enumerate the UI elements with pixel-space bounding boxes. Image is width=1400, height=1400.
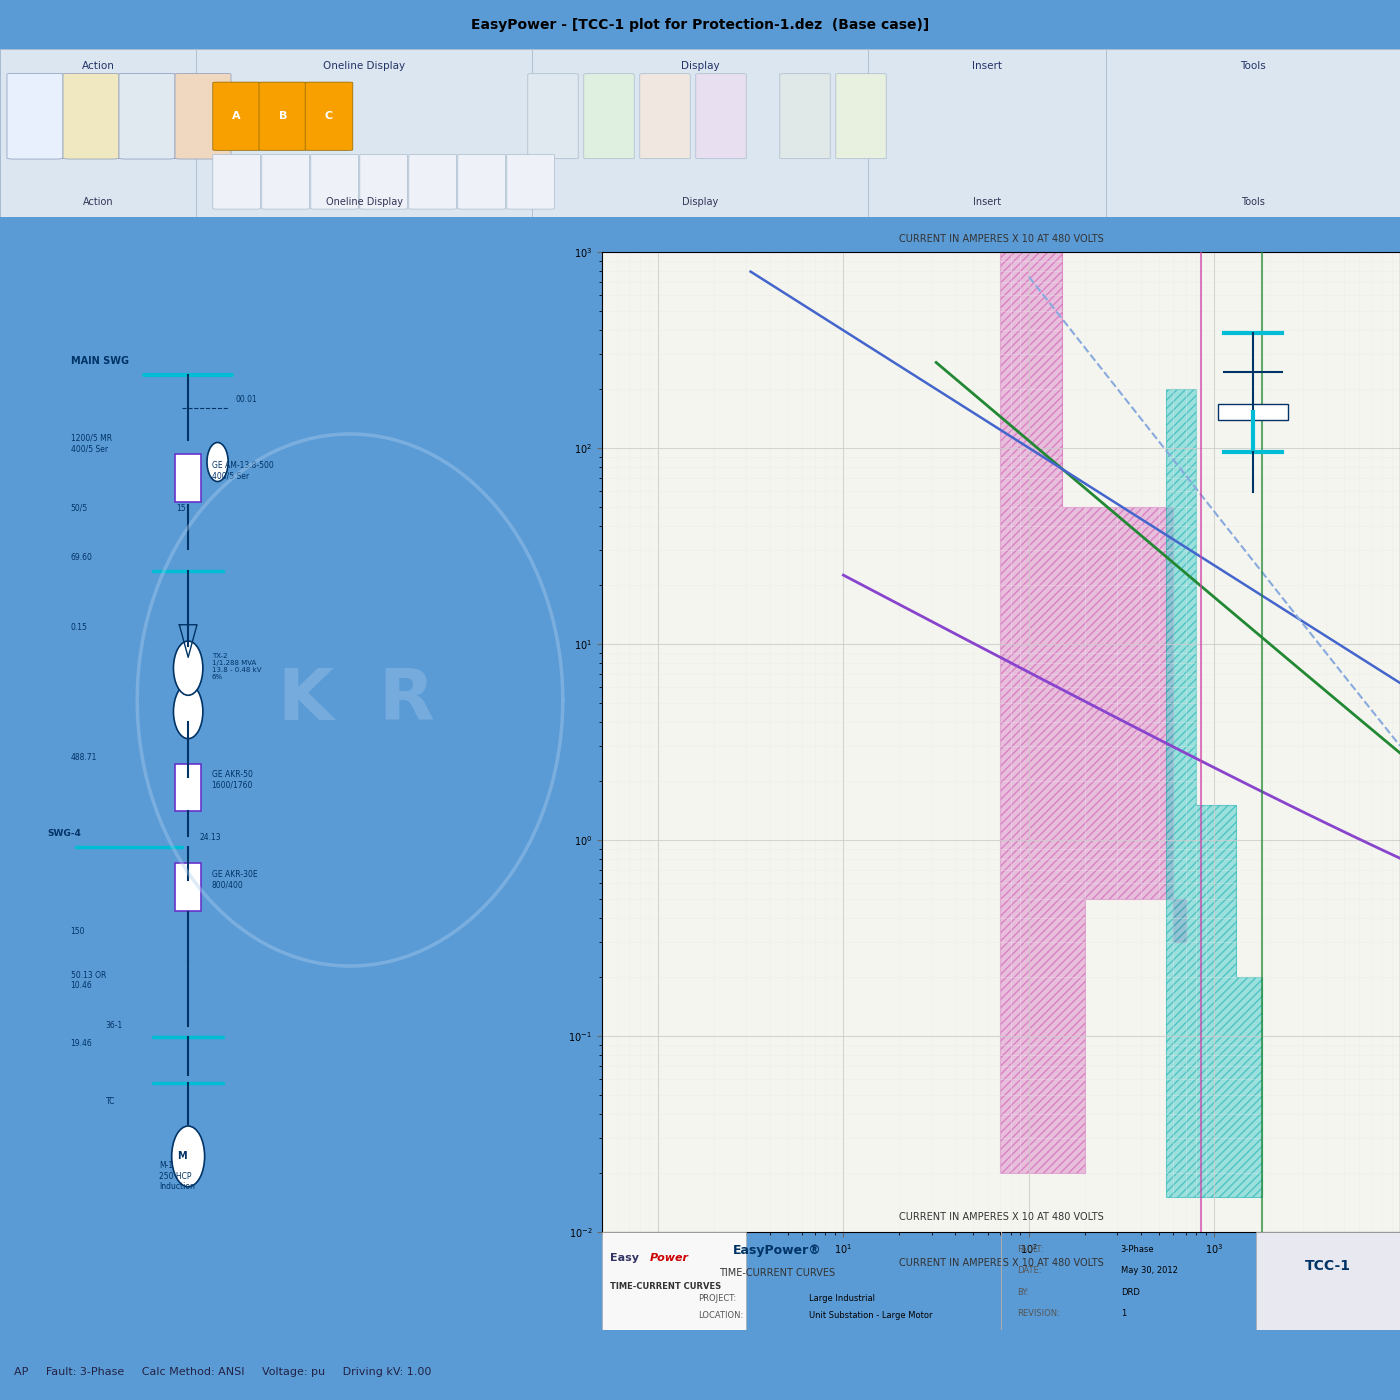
Text: CURRENT IN AMPERES X 10 AT 480 VOLTS: CURRENT IN AMPERES X 10 AT 480 VOLTS xyxy=(899,234,1103,245)
Text: Easy: Easy xyxy=(610,1253,638,1263)
FancyBboxPatch shape xyxy=(696,74,746,158)
Bar xyxy=(0,49,196,217)
FancyBboxPatch shape xyxy=(780,74,830,158)
Text: TC: TC xyxy=(106,1098,115,1106)
FancyBboxPatch shape xyxy=(63,73,119,160)
Text: 69.60: 69.60 xyxy=(70,553,92,561)
Polygon shape xyxy=(1000,252,1186,1173)
FancyBboxPatch shape xyxy=(213,154,260,209)
Text: TX-2
1/1.288 MVA
13.8 - 0.48 kV
6%: TX-2 1/1.288 MVA 13.8 - 0.48 kV 6% xyxy=(211,652,262,680)
FancyBboxPatch shape xyxy=(409,154,456,209)
Text: Oneline Display: Oneline Display xyxy=(325,197,403,207)
Text: Oneline Display: Oneline Display xyxy=(323,60,405,71)
Bar xyxy=(1218,405,1288,420)
Text: Tools: Tools xyxy=(1240,197,1266,207)
FancyBboxPatch shape xyxy=(259,83,307,150)
Circle shape xyxy=(174,685,203,739)
Text: M: M xyxy=(178,1151,188,1162)
Text: 488.71: 488.71 xyxy=(70,753,97,763)
Text: C: C xyxy=(325,111,333,122)
Text: 3-Phase: 3-Phase xyxy=(1120,1245,1155,1253)
Bar xyxy=(1106,49,1400,217)
Text: GE AM-13.8-500
400/5 Ser: GE AM-13.8-500 400/5 Ser xyxy=(211,461,273,480)
Text: CURRENT IN AMPERES X 10 AT 480 VOLTS: CURRENT IN AMPERES X 10 AT 480 VOLTS xyxy=(899,1211,1103,1222)
Bar xyxy=(175,864,202,911)
Bar xyxy=(868,49,1106,217)
FancyBboxPatch shape xyxy=(119,73,175,160)
FancyBboxPatch shape xyxy=(7,73,63,160)
FancyBboxPatch shape xyxy=(175,73,231,160)
Text: TCC-1: TCC-1 xyxy=(1305,1260,1351,1274)
Text: PROJECT:: PROJECT: xyxy=(697,1294,736,1302)
FancyBboxPatch shape xyxy=(311,154,358,209)
Text: May 30, 2012: May 30, 2012 xyxy=(1120,1266,1177,1275)
Text: TIME-CURRENT CURVES: TIME-CURRENT CURVES xyxy=(720,1268,836,1278)
X-axis label: CURRENT IN AMPERES X 10 AT 480 VOLTS: CURRENT IN AMPERES X 10 AT 480 VOLTS xyxy=(899,1259,1103,1268)
Text: A: A xyxy=(232,111,241,122)
Text: 15: 15 xyxy=(176,504,186,512)
Bar xyxy=(1256,1232,1400,1330)
Text: Display: Display xyxy=(682,197,718,207)
FancyBboxPatch shape xyxy=(507,154,554,209)
Text: Action: Action xyxy=(81,60,115,71)
Text: BY:: BY: xyxy=(1016,1288,1029,1296)
Bar xyxy=(532,49,868,217)
Text: Insert: Insert xyxy=(972,60,1002,71)
FancyBboxPatch shape xyxy=(360,154,407,209)
Text: AP     Fault: 3-Phase     Calc Method: ANSI     Voltage: pu     Driving kV: 1.00: AP Fault: 3-Phase Calc Method: ANSI Volt… xyxy=(14,1366,431,1378)
Text: DATE:: DATE: xyxy=(1016,1266,1042,1275)
Text: LOCATION:: LOCATION: xyxy=(697,1312,743,1320)
Text: GE AKR-50
1600/1760: GE AKR-50 1600/1760 xyxy=(211,770,253,790)
Text: M-1
250 HCP
Induction: M-1 250 HCP Induction xyxy=(158,1161,195,1191)
Text: R: R xyxy=(378,665,434,735)
Text: B: B xyxy=(279,111,287,122)
Text: Action: Action xyxy=(83,197,113,207)
FancyBboxPatch shape xyxy=(213,83,260,150)
Circle shape xyxy=(174,641,203,696)
Bar xyxy=(175,455,202,503)
Text: 50/5: 50/5 xyxy=(70,504,88,512)
Text: Power: Power xyxy=(650,1253,689,1263)
Bar xyxy=(196,49,532,217)
FancyBboxPatch shape xyxy=(640,74,690,158)
Text: 19.46: 19.46 xyxy=(70,1039,92,1047)
Text: Display: Display xyxy=(680,60,720,71)
Text: 24.13: 24.13 xyxy=(200,833,221,841)
Text: 00.01: 00.01 xyxy=(235,395,258,405)
FancyBboxPatch shape xyxy=(836,74,886,158)
Text: SWG-4: SWG-4 xyxy=(48,829,81,839)
Text: Insert: Insert xyxy=(973,197,1001,207)
Text: Large Industrial: Large Industrial xyxy=(809,1294,875,1302)
Text: K: K xyxy=(277,665,333,735)
Text: 50.13 OR
10.46: 50.13 OR 10.46 xyxy=(70,970,106,990)
Text: 1200/5 MR
400/5 Ser: 1200/5 MR 400/5 Ser xyxy=(70,434,112,454)
Text: 0.15: 0.15 xyxy=(70,623,87,633)
Text: MAIN SWG: MAIN SWG xyxy=(70,357,129,367)
Polygon shape xyxy=(1166,389,1261,1197)
Text: EasyPower®: EasyPower® xyxy=(734,1243,822,1257)
Text: Tools: Tools xyxy=(1240,60,1266,71)
Text: EasyPower - [TCC-1 plot for Protection-1.dez  (Base case)]: EasyPower - [TCC-1 plot for Protection-1… xyxy=(470,17,930,31)
Bar xyxy=(602,1232,746,1330)
Text: 36-1: 36-1 xyxy=(106,1022,123,1030)
FancyBboxPatch shape xyxy=(528,74,578,158)
Text: TIME-CURRENT CURVES: TIME-CURRENT CURVES xyxy=(610,1282,721,1291)
Text: 1: 1 xyxy=(1120,1309,1126,1319)
FancyBboxPatch shape xyxy=(305,83,353,150)
Text: REVISION:: REVISION: xyxy=(1016,1309,1060,1319)
Circle shape xyxy=(207,442,228,482)
FancyBboxPatch shape xyxy=(458,154,505,209)
FancyBboxPatch shape xyxy=(584,74,634,158)
Text: Unit Substation - Large Motor: Unit Substation - Large Motor xyxy=(809,1312,932,1320)
FancyBboxPatch shape xyxy=(262,154,309,209)
Bar xyxy=(175,763,202,812)
Text: FAULT:: FAULT: xyxy=(1016,1245,1043,1253)
Text: GE AKR-30E
800/400: GE AKR-30E 800/400 xyxy=(211,869,258,889)
Circle shape xyxy=(172,1126,204,1187)
Text: 150: 150 xyxy=(70,927,85,937)
Text: DRD: DRD xyxy=(1120,1288,1140,1296)
